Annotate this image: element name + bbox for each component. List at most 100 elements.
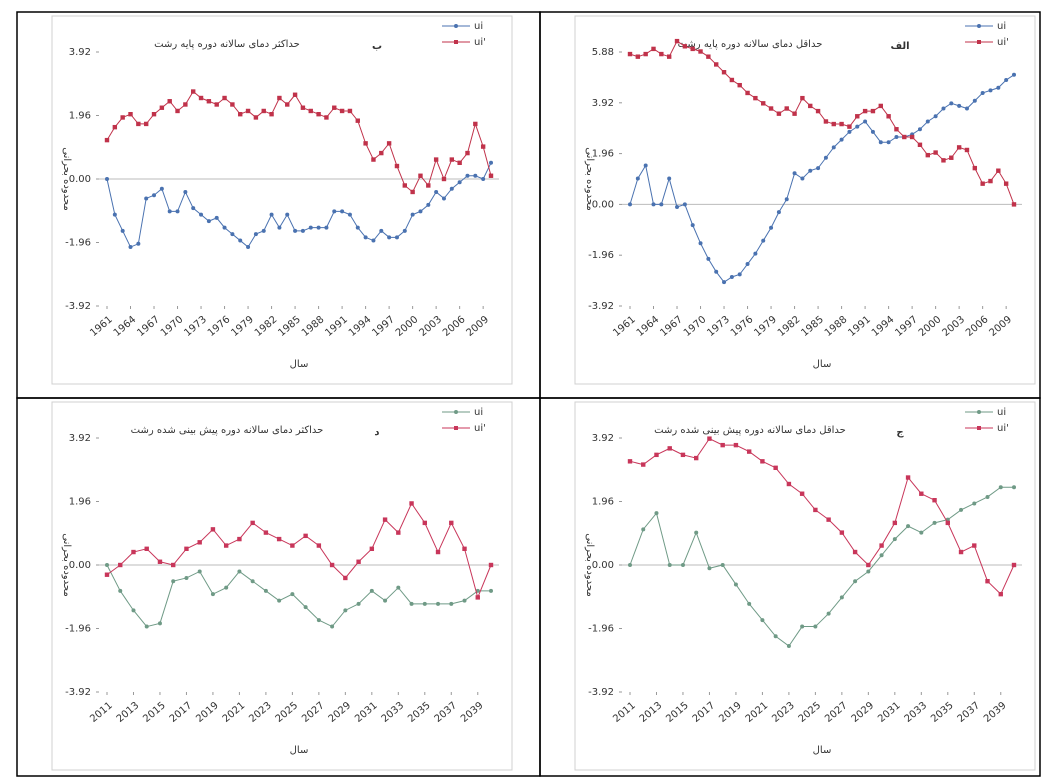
point — [151, 112, 157, 117]
point — [198, 95, 204, 101]
x-tick-label: 2029 — [850, 700, 877, 725]
x-tick-label: 1994 — [870, 314, 897, 339]
point — [925, 152, 930, 158]
point — [847, 129, 852, 134]
point — [457, 180, 462, 185]
point — [434, 189, 439, 194]
point — [157, 621, 162, 626]
point — [184, 575, 189, 580]
point — [396, 530, 401, 535]
legend-marker — [454, 426, 458, 430]
point — [167, 99, 172, 104]
point — [933, 114, 938, 119]
point — [853, 579, 858, 584]
point — [753, 251, 758, 256]
point — [316, 112, 321, 117]
point — [729, 274, 734, 279]
point — [667, 446, 672, 451]
point — [369, 546, 375, 552]
y-tick-label: -1.96 — [65, 238, 91, 249]
point — [690, 46, 695, 52]
point — [628, 563, 632, 567]
point — [635, 54, 641, 59]
point — [643, 163, 648, 168]
x-tick-label: 2025 — [274, 700, 301, 725]
point — [197, 569, 202, 574]
point — [223, 543, 229, 548]
y-tick-label: 5.88 — [592, 47, 614, 58]
point — [356, 559, 361, 564]
point — [339, 108, 345, 114]
point — [435, 549, 441, 555]
point — [698, 241, 703, 246]
x-tick-label: 1991 — [323, 314, 350, 339]
point — [426, 183, 431, 188]
x-tick-label: 1961 — [88, 314, 115, 339]
chart-title: حداکثر دمای سالانه دوره پایه رشت — [154, 39, 300, 50]
point — [409, 501, 414, 506]
legend-label: ui' — [997, 423, 1009, 434]
point — [222, 225, 227, 230]
point — [371, 157, 376, 162]
point — [175, 209, 180, 214]
y-tick-label: -1.96 — [588, 624, 614, 635]
point — [988, 178, 993, 184]
x-tick-label: 2019 — [717, 700, 744, 725]
point — [300, 228, 305, 233]
series-line — [106, 162, 492, 248]
point — [277, 225, 282, 230]
legend-label: ui — [997, 21, 1006, 32]
point — [238, 238, 243, 243]
point — [292, 92, 298, 97]
y-tick-label: 3.92 — [69, 47, 91, 58]
y-tick-label: 3.92 — [592, 433, 614, 444]
series-line — [629, 486, 1014, 647]
point — [905, 475, 911, 480]
point — [184, 546, 189, 552]
point — [410, 189, 415, 195]
point — [823, 119, 829, 124]
point — [800, 95, 805, 101]
point — [199, 212, 204, 217]
point — [409, 601, 414, 606]
point — [394, 163, 400, 169]
point — [1011, 562, 1017, 568]
chart-frame — [574, 401, 1036, 771]
point — [737, 272, 742, 277]
point — [659, 202, 664, 207]
x-tick-label: 1970 — [159, 314, 186, 339]
point — [475, 595, 480, 600]
point — [104, 572, 110, 577]
x-tick-label: 1982 — [253, 314, 280, 339]
point — [402, 183, 407, 188]
point — [383, 598, 388, 603]
point — [839, 530, 845, 535]
point — [996, 85, 1001, 90]
point — [870, 108, 876, 114]
point — [894, 127, 899, 132]
point — [441, 176, 447, 182]
point — [481, 177, 486, 181]
y-tick-label: 1.96 — [592, 497, 614, 508]
point — [917, 127, 922, 132]
point — [222, 95, 227, 101]
point — [210, 592, 215, 597]
point — [784, 197, 789, 202]
point — [906, 524, 911, 529]
chart-title: حداقل دمای سالانه دوره پیش بینی شده رشت — [654, 425, 846, 436]
point — [191, 206, 196, 211]
point — [667, 176, 672, 181]
x-tick-label: 1964 — [112, 314, 139, 339]
point — [919, 530, 924, 535]
point — [379, 228, 384, 233]
legend-label: ui' — [474, 37, 486, 48]
point — [131, 608, 136, 613]
point — [290, 592, 295, 597]
x-tick-label: 1964 — [635, 314, 662, 339]
point — [941, 106, 946, 111]
point — [112, 124, 118, 130]
point — [473, 173, 478, 178]
point — [949, 101, 954, 106]
point — [722, 280, 727, 285]
x-tick-label: 1997 — [370, 314, 397, 339]
